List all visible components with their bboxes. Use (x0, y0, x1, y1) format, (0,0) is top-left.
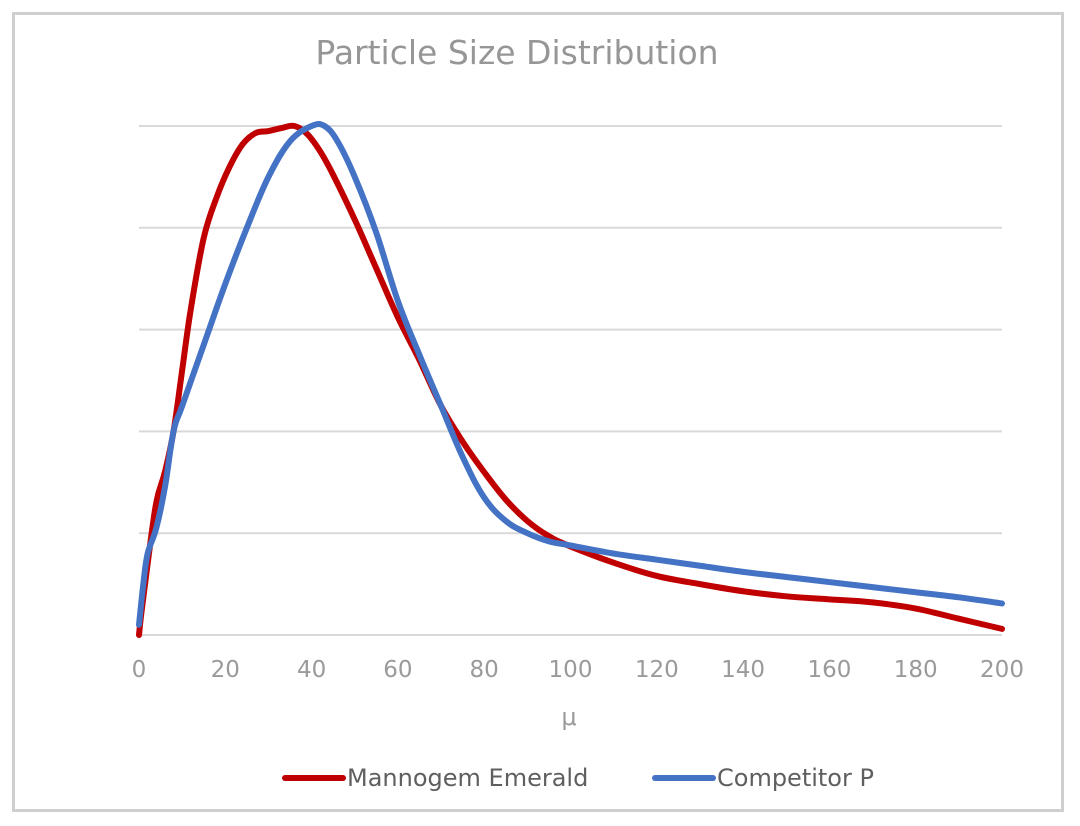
chart-title: Particle Size Distribution (315, 33, 718, 72)
x-tick-label: 0 (132, 657, 147, 683)
x-tick-label: 40 (297, 657, 326, 683)
series-line-competitor-p (136, 120, 1005, 628)
x-tick-label: 60 (383, 657, 412, 683)
x-tick-label: 140 (721, 657, 765, 683)
chart-frame (12, 12, 1064, 812)
legend-item-mannogem-emerald: Mannogem Emerald (282, 764, 588, 792)
x-tick-labels: 0 20 40 60 80 100 120 140 160 180 200 (132, 657, 1024, 683)
x-tick-label: 160 (807, 657, 851, 683)
x-tick-label: 100 (549, 657, 593, 683)
x-tick-label: 120 (635, 657, 679, 683)
x-tick-label: 80 (470, 657, 499, 683)
x-axis-label: μ (561, 703, 576, 731)
x-tick-label: 20 (211, 657, 240, 683)
y-gridlines (139, 125, 1002, 535)
x-tick-label: 200 (980, 657, 1024, 683)
legend-item-competitor-p: Competitor P (652, 764, 874, 792)
legend: Mannogem Emerald Competitor P (282, 764, 874, 792)
x-tick-label: 180 (894, 657, 938, 683)
series-layer (136, 120, 1005, 638)
legend-label: Competitor P (717, 764, 874, 792)
series-line-mannogem-emerald (136, 122, 1005, 638)
legend-label: Mannogem Emerald (347, 764, 588, 792)
